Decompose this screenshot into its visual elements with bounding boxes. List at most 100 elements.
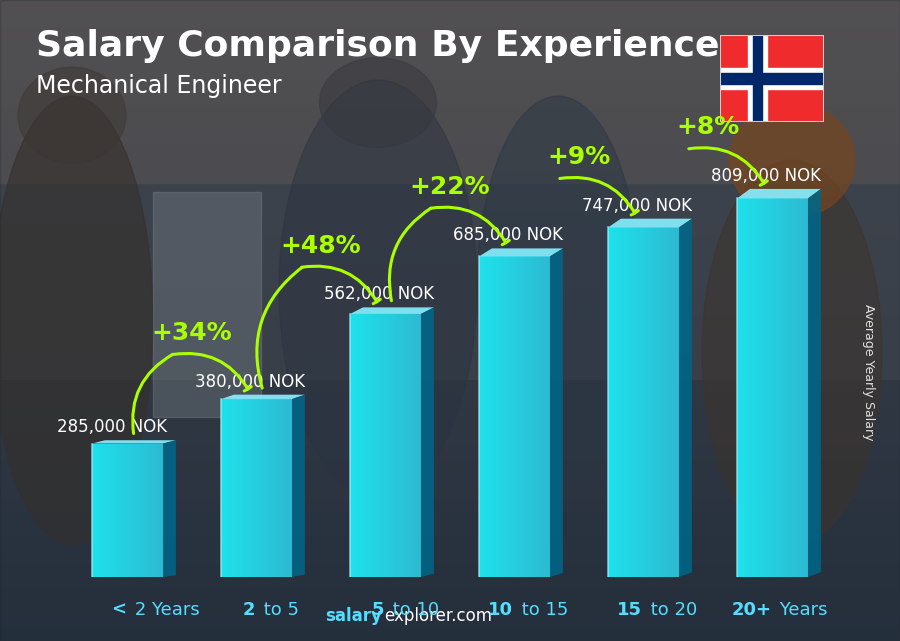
Bar xyxy=(0,429,900,445)
Bar xyxy=(141,444,144,577)
Bar xyxy=(152,444,155,577)
Bar xyxy=(354,314,356,577)
Bar xyxy=(396,314,398,577)
Bar xyxy=(526,256,529,577)
Bar xyxy=(746,199,748,577)
Bar xyxy=(273,399,274,577)
Bar xyxy=(244,399,246,577)
Bar xyxy=(366,314,368,577)
Bar xyxy=(651,228,652,577)
Text: to 10: to 10 xyxy=(387,601,439,619)
Bar xyxy=(269,399,271,577)
Bar xyxy=(517,256,518,577)
Bar xyxy=(783,199,785,577)
Ellipse shape xyxy=(0,96,153,545)
Text: 562,000 NOK: 562,000 NOK xyxy=(324,285,434,303)
Bar xyxy=(502,256,504,577)
Bar xyxy=(412,314,414,577)
Text: 747,000 NOK: 747,000 NOK xyxy=(582,197,692,215)
Text: +22%: +22% xyxy=(410,175,490,199)
Bar xyxy=(0,560,900,576)
Bar xyxy=(750,199,751,577)
Bar xyxy=(805,199,806,577)
Bar xyxy=(280,399,282,577)
Bar xyxy=(658,228,660,577)
Bar xyxy=(0,298,900,314)
Bar xyxy=(0,115,900,131)
Bar xyxy=(654,228,656,577)
Bar xyxy=(383,314,386,577)
Bar xyxy=(226,399,229,577)
Bar xyxy=(253,399,255,577)
Bar xyxy=(779,199,781,577)
Bar xyxy=(513,256,515,577)
Bar xyxy=(419,314,421,577)
Bar xyxy=(796,199,797,577)
Bar xyxy=(497,256,499,577)
Bar xyxy=(524,256,526,577)
Bar xyxy=(548,256,550,577)
Bar xyxy=(0,586,900,602)
Bar xyxy=(122,444,124,577)
Bar xyxy=(638,228,640,577)
Bar xyxy=(667,228,669,577)
Bar xyxy=(285,399,287,577)
Text: +8%: +8% xyxy=(677,115,740,139)
Bar xyxy=(755,199,757,577)
Bar xyxy=(677,228,680,577)
Bar xyxy=(130,444,131,577)
Bar xyxy=(616,228,619,577)
Bar xyxy=(143,444,146,577)
Bar xyxy=(416,314,418,577)
Polygon shape xyxy=(292,395,305,577)
Polygon shape xyxy=(350,308,434,314)
Bar xyxy=(511,256,513,577)
Bar xyxy=(271,399,273,577)
Bar xyxy=(359,314,361,577)
Bar xyxy=(481,256,482,577)
Bar xyxy=(237,399,239,577)
Bar xyxy=(221,399,223,577)
Bar xyxy=(356,314,357,577)
Text: to 5: to 5 xyxy=(257,601,299,619)
Bar xyxy=(262,399,264,577)
Bar xyxy=(776,199,778,577)
Polygon shape xyxy=(550,249,562,577)
Bar xyxy=(660,228,661,577)
Bar xyxy=(382,314,384,577)
Bar xyxy=(778,199,780,577)
Text: 380,000 NOK: 380,000 NOK xyxy=(195,372,305,391)
Bar xyxy=(656,228,658,577)
Bar xyxy=(0,572,900,588)
Ellipse shape xyxy=(729,103,855,218)
Bar xyxy=(662,228,663,577)
Text: 2: 2 xyxy=(243,601,256,619)
Bar xyxy=(159,444,161,577)
Bar xyxy=(117,444,119,577)
Bar xyxy=(115,444,117,577)
Ellipse shape xyxy=(279,80,477,497)
Bar xyxy=(161,444,163,577)
Bar xyxy=(0,23,900,39)
Text: 5: 5 xyxy=(372,601,384,619)
Text: +9%: +9% xyxy=(547,145,610,169)
Bar xyxy=(633,228,634,577)
Bar xyxy=(672,228,674,577)
Bar xyxy=(409,314,410,577)
Bar xyxy=(392,314,394,577)
Bar xyxy=(352,314,354,577)
Bar xyxy=(276,399,278,577)
Bar xyxy=(0,403,900,419)
Bar xyxy=(137,444,139,577)
Bar xyxy=(515,256,517,577)
Bar xyxy=(230,399,232,577)
Bar xyxy=(0,363,900,379)
Bar xyxy=(518,256,520,577)
Text: Salary Comparison By Experience: Salary Comparison By Experience xyxy=(36,29,719,63)
Bar xyxy=(128,444,130,577)
Bar xyxy=(154,444,156,577)
Bar xyxy=(770,199,773,577)
Bar xyxy=(150,444,153,577)
Bar xyxy=(484,256,486,577)
Bar xyxy=(0,390,900,406)
